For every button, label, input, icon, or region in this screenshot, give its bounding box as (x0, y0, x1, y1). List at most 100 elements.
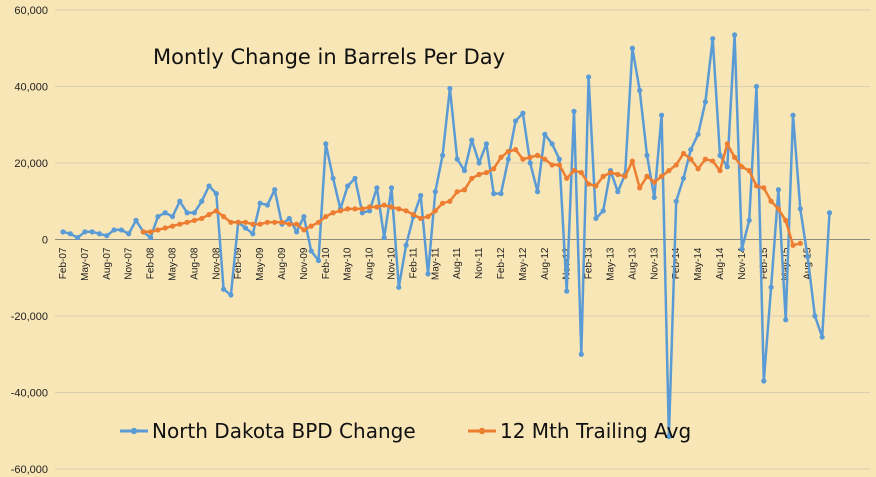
x-tick-label: May-11 (430, 247, 441, 280)
data-point (739, 246, 745, 252)
data-point (695, 131, 701, 137)
data-point (359, 206, 365, 212)
y-axis-tick-labels: 60,000 40,000 20,000 0 -20,000 -40,000 -60,000 (11, 5, 48, 476)
data-point (67, 231, 73, 237)
data-point (753, 183, 760, 189)
data-point (651, 179, 657, 185)
data-point (454, 156, 460, 162)
x-tick-label: May-13 (606, 247, 617, 281)
data-point (169, 223, 176, 229)
data-point (498, 191, 504, 197)
legend-swatch-marker (130, 427, 138, 435)
data-point (498, 154, 504, 160)
x-tick-label: May-08 (168, 247, 179, 281)
data-point (140, 229, 146, 235)
data-point (717, 152, 723, 158)
data-point (155, 227, 161, 233)
data-point (812, 313, 818, 319)
data-point (388, 204, 395, 210)
data-point (593, 183, 599, 189)
data-point (272, 219, 278, 225)
data-point (111, 227, 117, 233)
data-point (666, 168, 672, 174)
data-point (396, 284, 402, 290)
y-tick-label: 60,000 (14, 5, 48, 17)
data-point (578, 169, 584, 176)
data-point (695, 166, 701, 172)
data-point (702, 156, 709, 162)
data-point (710, 158, 716, 164)
data-point (491, 166, 497, 172)
data-point (381, 234, 387, 241)
data-point (659, 173, 665, 179)
x-tick-label: Nov-07 (124, 247, 135, 280)
data-point (476, 171, 482, 178)
data-point (571, 108, 577, 114)
data-point (264, 219, 270, 225)
data-point (374, 185, 380, 191)
data-point (629, 45, 636, 51)
data-point (491, 191, 497, 197)
data-point (688, 147, 694, 153)
data-point (148, 234, 154, 241)
data-point (104, 233, 110, 239)
x-tick-label: May-14 (693, 247, 704, 281)
data-point (403, 242, 409, 248)
data-point (301, 213, 307, 220)
data-point (637, 185, 643, 191)
data-point (673, 198, 679, 204)
y-tick-label: 20,000 (14, 158, 48, 170)
data-point (89, 229, 95, 235)
data-point (607, 169, 614, 176)
data-point (191, 217, 197, 223)
data-point (768, 198, 774, 204)
data-point (301, 227, 307, 233)
data-point (549, 141, 555, 147)
x-tick-label: Aug-13 (627, 247, 638, 280)
chart-title: Montly Change in Barrels Per Day (153, 45, 505, 69)
data-point (169, 213, 176, 220)
data-point (418, 192, 424, 199)
data-point (710, 36, 716, 42)
data-point (819, 334, 825, 340)
data-point (534, 189, 541, 195)
data-point (527, 160, 533, 166)
data-point (797, 206, 803, 212)
data-point (775, 206, 782, 212)
data-point (680, 150, 687, 157)
data-point (162, 225, 168, 231)
data-point (447, 85, 453, 92)
data-point (286, 221, 292, 227)
y-tick-label: -60,000 (11, 464, 48, 476)
data-point (308, 223, 314, 229)
y-tick-label: 0 (42, 235, 48, 247)
data-point (242, 225, 249, 231)
data-point (133, 217, 139, 223)
data-point (549, 162, 555, 168)
x-tick-label: Feb-10 (321, 247, 332, 279)
data-point (783, 317, 789, 323)
data-point (308, 248, 314, 254)
data-point (637, 87, 643, 93)
x-tick-label: Feb-15 (759, 247, 770, 279)
data-point (680, 175, 687, 181)
data-point (454, 189, 460, 195)
data-point (396, 206, 402, 212)
data-point (257, 200, 263, 206)
x-tick-label: Aug-11 (452, 247, 463, 279)
data-point (250, 221, 256, 227)
data-point (542, 156, 548, 162)
data-point (724, 164, 730, 170)
data-point (148, 229, 154, 235)
data-point (184, 219, 190, 225)
data-point (323, 213, 329, 220)
x-tick-label: Nov-08 (211, 247, 222, 280)
data-point (75, 234, 81, 241)
series-north-dakota-bpd-change (60, 32, 833, 440)
data-point (294, 229, 300, 235)
data-point (483, 141, 489, 147)
data-point (564, 175, 570, 181)
data-point (352, 175, 358, 181)
x-axis-tick-labels: Feb-07 May-07 Aug-07 Nov-07 Feb-08 May-08 Aug-… (58, 247, 814, 281)
x-tick-label: Aug-07 (102, 247, 113, 280)
